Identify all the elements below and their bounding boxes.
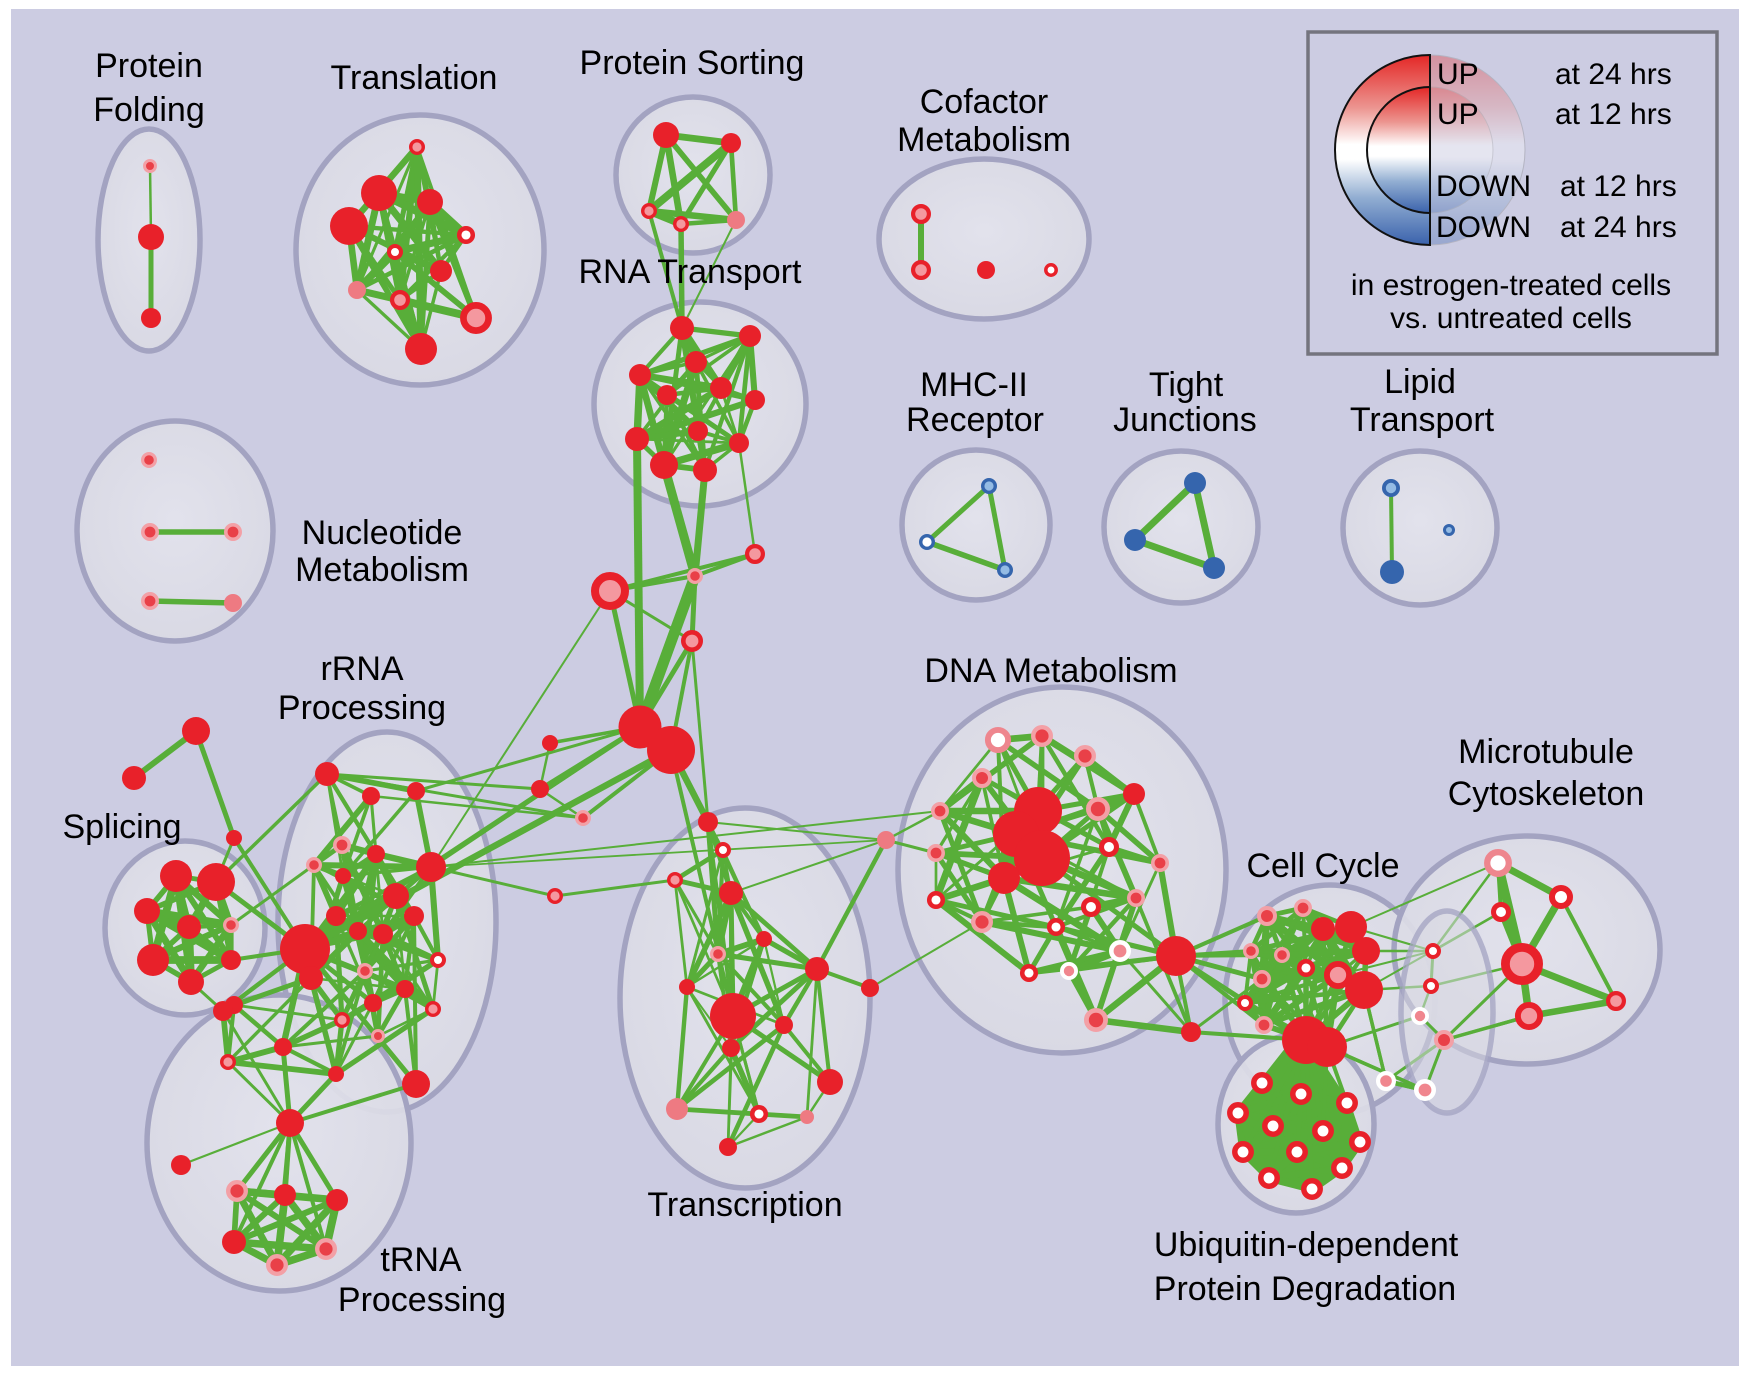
svg-text:Cofactor: Cofactor [920,83,1049,121]
svg-text:Metabolism: Metabolism [897,121,1071,159]
svg-text:DOWN: DOWN [1436,211,1531,244]
svg-text:MHC-II: MHC-II [920,366,1028,404]
svg-text:Junctions: Junctions [1113,401,1257,439]
svg-text:Metabolism: Metabolism [295,551,469,589]
svg-text:in estrogen-treated cells: in estrogen-treated cells [1351,269,1671,302]
svg-text:Cell Cycle: Cell Cycle [1246,847,1399,885]
svg-text:Transport: Transport [1350,401,1495,439]
svg-text:Lipid: Lipid [1384,363,1456,401]
svg-text:Microtubule: Microtubule [1458,733,1634,771]
svg-text:Processing: Processing [338,1281,506,1319]
svg-text:DOWN: DOWN [1436,170,1531,203]
svg-text:at 24 hrs: at 24 hrs [1555,58,1672,91]
svg-text:at 24 hrs: at 24 hrs [1560,211,1677,244]
svg-text:Processing: Processing [278,689,446,727]
svg-text:DNA Metabolism: DNA Metabolism [924,652,1177,690]
svg-text:Protein Degradation: Protein Degradation [1154,1270,1456,1308]
svg-text:Nucleotide: Nucleotide [302,514,463,552]
svg-text:Translation: Translation [331,59,498,97]
svg-text:UP: UP [1437,58,1479,91]
svg-text:Receptor: Receptor [906,401,1044,439]
svg-text:rRNA: rRNA [320,650,403,688]
svg-text:at 12 hrs: at 12 hrs [1560,170,1677,203]
svg-text:at 12 hrs: at 12 hrs [1555,98,1672,131]
svg-text:Transcription: Transcription [647,1186,842,1224]
svg-text:Splicing: Splicing [62,808,181,846]
svg-text:tRNA: tRNA [380,1241,462,1279]
svg-text:vs. untreated cells: vs. untreated cells [1390,302,1632,335]
svg-text:Protein: Protein [95,47,203,85]
svg-text:Cytoskeleton: Cytoskeleton [1448,775,1645,813]
svg-text:UP: UP [1437,98,1479,131]
svg-text:Tight: Tight [1149,366,1224,404]
svg-text:RNA Transport: RNA Transport [579,253,803,291]
svg-text:Folding: Folding [93,91,205,129]
svg-text:Protein Sorting: Protein Sorting [580,44,805,82]
svg-text:Ubiquitin-dependent: Ubiquitin-dependent [1154,1226,1459,1264]
